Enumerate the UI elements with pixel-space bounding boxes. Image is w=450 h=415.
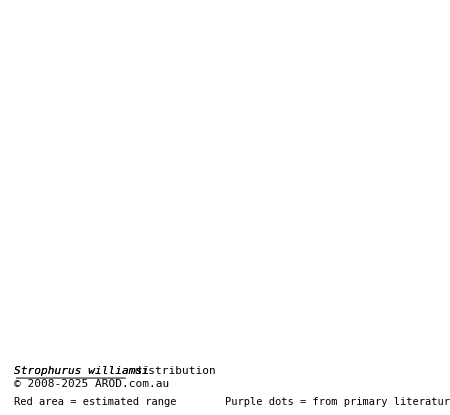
Text: distribution: distribution [128,366,216,376]
Text: Strophurus williamsi distribution: Strophurus williamsi distribution [14,366,236,376]
Text: © 2008-2025 AROD.com.au: © 2008-2025 AROD.com.au [14,379,169,389]
Text: Strophurus williamsi: Strophurus williamsi [14,366,149,376]
Text: Purple dots = from primary literature: Purple dots = from primary literature [225,397,450,407]
Text: Strophurus williamsi: Strophurus williamsi [14,366,149,376]
Text: Red area = estimated range: Red area = estimated range [14,397,176,407]
